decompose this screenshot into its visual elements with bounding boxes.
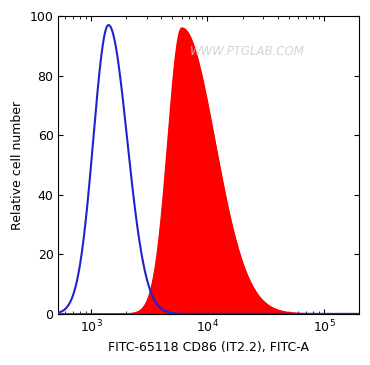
Text: WWW.PTGLAB.COM: WWW.PTGLAB.COM xyxy=(190,45,305,58)
Y-axis label: Relative cell number: Relative cell number xyxy=(11,100,24,230)
X-axis label: FITC-65118 CD86 (IT2.2), FITC-A: FITC-65118 CD86 (IT2.2), FITC-A xyxy=(108,341,309,354)
